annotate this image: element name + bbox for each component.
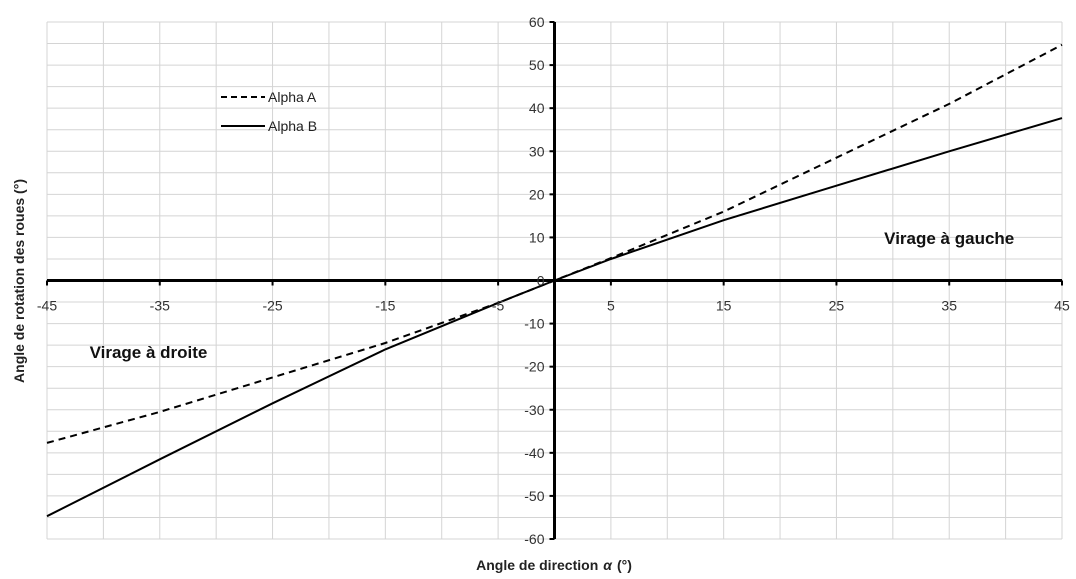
x-tick-label: -45	[37, 298, 57, 314]
series-line-alpha-b	[46, 117, 1063, 518]
legend-label-alpha-a: Alpha A	[268, 89, 317, 105]
y-tick-label: -40	[524, 445, 544, 461]
annotation-virage-droite: Virage à droite	[90, 343, 208, 362]
x-tick-label: -5	[492, 298, 505, 314]
legend-label-alpha-b: Alpha B	[268, 118, 317, 134]
y-tick-label: 60	[529, 14, 545, 30]
y-tick-label: 0	[537, 273, 545, 289]
y-tick-label: 20	[529, 186, 545, 202]
x-tick-label: -25	[262, 298, 282, 314]
y-axis-title: Angle de rotation des roues (°)	[11, 179, 27, 383]
x-tick-label: -35	[150, 298, 170, 314]
x-axis-title-unit: (°)	[617, 557, 632, 573]
y-tick-label: -20	[524, 359, 544, 375]
x-axis-title: Angle de direction α (°)	[476, 557, 632, 573]
x-tick-label: -15	[375, 298, 395, 314]
y-tick-label: 40	[529, 100, 545, 116]
y-tick-label: 30	[529, 143, 545, 159]
x-tick-label: 45	[1054, 298, 1070, 314]
x-axis-title-symbol: α	[603, 557, 613, 573]
y-tick-label: -30	[524, 402, 544, 418]
legend: Alpha A Alpha B	[221, 89, 317, 134]
x-axis-title-text: Angle de direction	[476, 557, 598, 573]
x-tick-label: 15	[716, 298, 732, 314]
series-lines	[46, 43, 1063, 518]
x-tick-label: 35	[941, 298, 957, 314]
x-tick-label: 25	[829, 298, 845, 314]
annotation-virage-gauche: Virage à gauche	[884, 229, 1014, 248]
y-tick-label: -60	[524, 531, 544, 547]
x-tick-label: 5	[607, 298, 615, 314]
tick-labels: -60 -50 -40 -30 -20 -10 0 10 20 30 40 50 60 -45 -35 -25…	[37, 14, 1070, 547]
y-tick-label: -10	[524, 316, 544, 332]
y-tick-label: 50	[529, 57, 545, 73]
y-tick-label: 10	[529, 229, 545, 245]
y-tick-label: -50	[524, 488, 544, 504]
